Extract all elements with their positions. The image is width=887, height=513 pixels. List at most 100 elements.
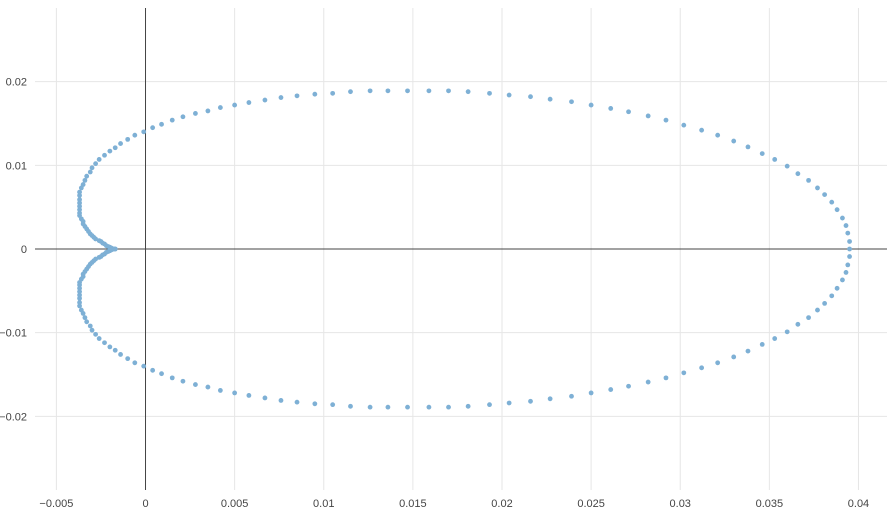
data-point xyxy=(847,246,852,252)
data-point xyxy=(159,121,164,127)
data-point xyxy=(822,192,828,198)
x-tick-label: 0.01 xyxy=(313,498,334,510)
data-point xyxy=(822,300,828,306)
data-point xyxy=(795,171,801,177)
data-point xyxy=(784,329,790,335)
data-point xyxy=(446,88,451,94)
data-point xyxy=(84,173,90,179)
data-point xyxy=(784,163,790,169)
data-point xyxy=(759,341,765,347)
data-point xyxy=(112,145,118,151)
data-point xyxy=(102,152,107,158)
data-point xyxy=(193,111,198,116)
data-points xyxy=(77,88,852,410)
x-tick-label: 0.015 xyxy=(399,498,427,510)
data-point xyxy=(150,367,156,373)
data-point xyxy=(77,289,82,295)
data-point xyxy=(169,117,175,123)
y-tick-label: 0.01 xyxy=(6,160,27,172)
data-point xyxy=(528,398,533,404)
data-point xyxy=(731,354,737,360)
data-point xyxy=(845,230,851,236)
data-point xyxy=(843,270,849,275)
data-point xyxy=(330,90,336,96)
data-point xyxy=(96,336,102,341)
data-point xyxy=(829,199,835,205)
data-point xyxy=(847,254,852,259)
data-point xyxy=(385,88,391,94)
data-point xyxy=(645,379,651,385)
data-point xyxy=(294,399,300,405)
data-point xyxy=(82,315,88,321)
data-point xyxy=(806,315,811,321)
data-point xyxy=(150,125,156,131)
data-point xyxy=(426,404,432,410)
data-point xyxy=(367,88,373,94)
data-point xyxy=(141,363,147,369)
data-point xyxy=(834,207,840,213)
data-point xyxy=(112,347,118,353)
data-point xyxy=(699,127,705,133)
data-point xyxy=(246,100,252,105)
data-point xyxy=(348,403,353,409)
data-point xyxy=(93,331,99,337)
data-point xyxy=(829,293,835,299)
data-point xyxy=(588,102,594,108)
data-point xyxy=(96,157,102,162)
data-point xyxy=(89,165,95,171)
data-point xyxy=(77,295,82,301)
data-point xyxy=(843,223,849,228)
data-point xyxy=(107,148,113,154)
data-point xyxy=(426,88,432,94)
x-tick-label: 0.04 xyxy=(848,498,869,510)
data-point xyxy=(93,256,99,262)
data-point xyxy=(232,102,238,108)
data-point xyxy=(278,398,284,403)
data-point xyxy=(77,189,82,195)
data-point xyxy=(806,177,811,183)
data-point xyxy=(715,132,721,138)
data-point xyxy=(77,303,82,309)
data-point xyxy=(348,89,353,95)
data-point xyxy=(180,378,186,384)
y-tick-label: −0.01 xyxy=(0,328,27,340)
data-point xyxy=(745,144,751,150)
data-point xyxy=(645,113,651,119)
data-point xyxy=(217,105,223,110)
data-point xyxy=(465,89,471,95)
x-tick-label: −0.005 xyxy=(39,498,73,510)
data-point xyxy=(731,138,737,144)
data-point xyxy=(626,383,631,389)
data-point xyxy=(840,215,845,221)
data-point xyxy=(588,390,594,396)
data-point xyxy=(205,384,211,390)
data-point xyxy=(84,319,90,325)
data-point xyxy=(132,360,138,366)
y-tick-label: 0 xyxy=(21,244,27,256)
data-point xyxy=(465,403,471,409)
data-point xyxy=(547,396,553,402)
data-point xyxy=(77,300,82,305)
data-point xyxy=(446,404,451,410)
data-point xyxy=(159,371,164,377)
data-point xyxy=(278,95,284,100)
data-point xyxy=(795,321,801,327)
data-point xyxy=(569,99,574,105)
data-point xyxy=(506,400,512,406)
data-point xyxy=(87,169,93,175)
x-tick-label: 0.02 xyxy=(491,498,512,510)
data-point xyxy=(77,292,82,298)
y-tick-label: 0.02 xyxy=(6,77,27,89)
x-tick-label: 0.005 xyxy=(221,498,249,510)
data-point xyxy=(77,203,82,209)
y-axis-tick-labels: 0.02 0.01 0 −0.01 −0.02 xyxy=(0,77,27,424)
data-point xyxy=(77,285,82,291)
data-point xyxy=(312,91,318,97)
data-point xyxy=(77,207,82,213)
data-point xyxy=(77,197,82,203)
data-point xyxy=(89,327,95,333)
data-point xyxy=(77,200,82,206)
data-point xyxy=(681,122,687,128)
data-point xyxy=(681,370,687,376)
